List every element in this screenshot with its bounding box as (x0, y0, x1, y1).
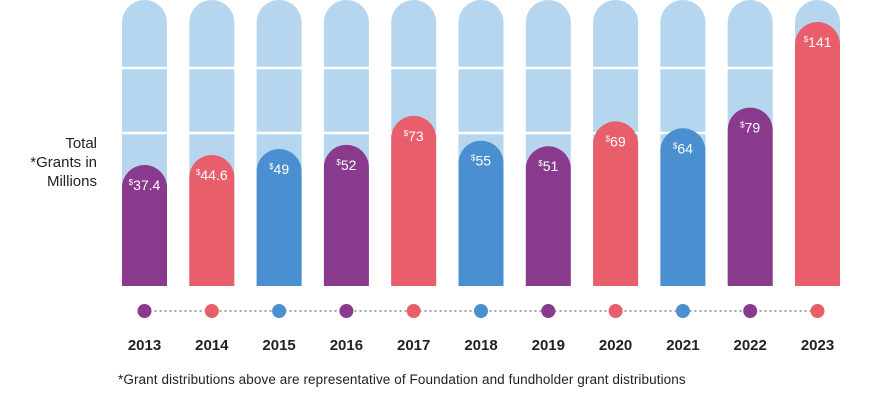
bar-2020 (593, 121, 639, 286)
timeline-dot-2019 (541, 304, 556, 318)
bar-2022 (727, 107, 773, 286)
x-tick-label-2019: 2019 (532, 337, 565, 354)
timeline-dot-2023 (810, 304, 825, 318)
x-tick-label-2018: 2018 (464, 337, 497, 354)
data-label-2020: $69 (606, 133, 626, 149)
x-tick-label-2014: 2014 (195, 337, 229, 354)
timeline-dot-2013 (137, 304, 152, 318)
bar-2017 (391, 115, 437, 286)
x-tick-label-2015: 2015 (262, 337, 295, 354)
x-tick-label-2016: 2016 (330, 337, 363, 354)
y-axis-label-line-2: *Grants in (30, 154, 97, 171)
data-label-2019: $51 (538, 158, 558, 174)
bar-2013 (122, 165, 167, 286)
timeline-dot-2015 (272, 304, 287, 318)
x-tick-label-2017: 2017 (397, 337, 430, 354)
x-tick-label-2020: 2020 (599, 337, 632, 354)
data-label-2014: $44.6 (196, 167, 228, 183)
bar-2021 (660, 128, 706, 286)
bar-2018 (458, 140, 504, 286)
x-tick-label-2013: 2013 (128, 337, 161, 354)
bar-2019 (525, 146, 571, 286)
data-label-2022: $79 (740, 120, 760, 136)
timeline-dot-2022 (743, 304, 758, 318)
data-label-2015: $49 (269, 161, 289, 177)
timeline-dot-2018 (474, 304, 488, 318)
timeline-dot-2016 (339, 304, 354, 318)
y-axis-label-line-3: Millions (46, 173, 97, 190)
bar-2014 (189, 155, 235, 286)
footnote: *Grant distributions above are represent… (118, 372, 686, 387)
bar-2015 (256, 148, 302, 286)
data-label-2023: $141 (804, 34, 832, 50)
x-tick-label-2021: 2021 (666, 337, 699, 354)
data-label-2021: $64 (673, 140, 693, 156)
data-label-2017: $73 (404, 128, 424, 144)
data-label-2016: $52 (336, 157, 356, 173)
y-axis-label: Total *Grants in Millions (10, 134, 97, 191)
x-tick-label-2022: 2022 (734, 337, 767, 354)
timeline-dot-2017 (406, 304, 421, 318)
data-label-2013: $37.4 (129, 177, 161, 193)
data-label-2018: $55 (471, 153, 491, 169)
y-axis-label-line-1: Total (65, 135, 97, 152)
timeline-dot-2021 (675, 304, 690, 318)
bar-2023 (795, 22, 840, 287)
timeline-dot-2014 (204, 304, 219, 318)
bar-2016 (323, 144, 369, 286)
x-tick-label-2023: 2023 (801, 337, 834, 354)
timeline-dot-2020 (608, 304, 623, 318)
